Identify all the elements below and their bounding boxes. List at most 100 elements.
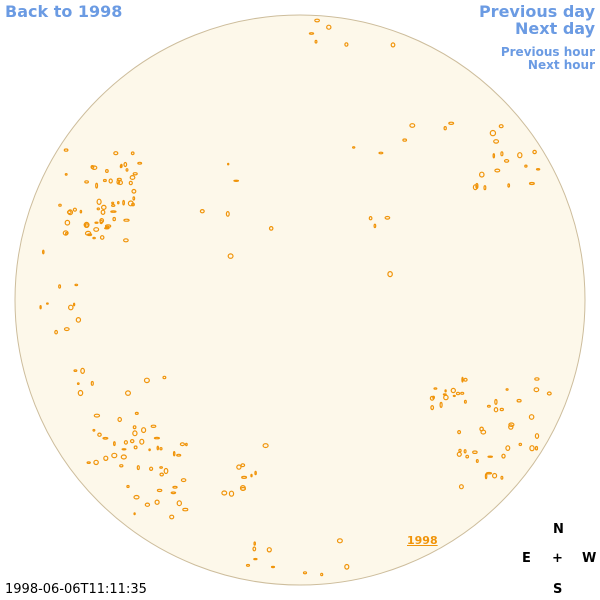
contour [463,449,467,454]
contour [478,171,485,178]
contour [132,430,138,437]
contour [100,209,106,215]
contour [150,424,157,428]
contour [320,572,324,577]
contour [149,466,154,471]
contour [110,210,117,213]
contour [130,151,135,156]
contour [126,484,130,489]
contour [439,401,443,408]
timestamp: 1998-06-06T11:11:35 [5,582,147,597]
year-link[interactable]: 1998 [407,534,438,547]
contour [493,139,500,144]
contour [409,123,416,128]
contour [240,463,246,468]
contour [443,125,447,131]
back-link[interactable]: Back to 1998 [5,2,123,21]
contour [221,490,228,496]
contour [123,218,130,222]
contour [254,470,257,476]
next-day-link[interactable]: Next day [515,19,595,38]
contour [402,138,408,142]
contour [144,502,151,507]
contour [113,151,119,156]
contour [104,169,109,174]
contour [528,414,535,420]
contour [84,230,92,236]
compass-east: E [522,551,531,566]
contour [133,494,140,500]
contour [532,149,537,155]
contour [505,445,511,452]
contour [505,388,509,391]
contour [170,491,177,495]
contour [112,216,117,222]
contour [463,377,468,382]
contour [112,441,116,447]
contour [430,405,435,411]
contour [378,151,384,155]
contour [122,199,125,206]
contour [129,439,135,444]
contour [252,546,257,552]
contour [344,42,349,47]
contour [122,238,129,243]
contour [483,185,487,191]
contour [429,395,435,401]
contour [154,499,160,505]
contour [90,165,95,170]
contour [127,200,134,207]
contour [433,387,438,390]
contour [99,235,105,240]
contour [250,473,253,478]
previous-day-link[interactable]: Previous day [478,2,595,21]
contour [226,162,230,166]
contour [77,389,84,397]
contour [270,565,276,569]
contour [136,465,140,471]
contour [125,168,129,172]
contour [494,398,498,405]
contour [456,451,462,457]
contour [103,455,109,461]
contour [84,180,89,184]
contour [384,215,391,220]
contour [41,249,45,255]
contour [546,391,552,396]
contour [225,210,230,217]
contour [507,183,511,188]
contour [93,459,99,466]
contour [239,485,246,492]
contour [139,438,145,445]
contour [111,201,115,205]
contour [444,389,447,393]
contour [184,442,188,447]
contour [518,442,523,447]
contour [472,450,478,455]
contour [86,461,91,465]
compass-north: N [553,522,564,537]
contour [455,391,461,396]
contour [169,514,175,520]
contour [508,424,514,430]
contour [528,181,535,186]
contours [39,18,552,577]
contour [159,472,165,477]
next-hour-link[interactable]: Next hour [527,58,595,72]
contour [172,485,178,489]
contour [93,413,101,418]
contour [172,451,176,457]
contour [253,557,258,561]
contour [134,411,139,415]
contour [92,236,96,240]
contour [486,404,491,408]
contour [262,443,269,449]
contour [128,180,133,186]
contour [508,422,515,428]
contour [132,425,137,430]
previous-hour-link[interactable]: Previous hour [500,45,595,59]
contour [485,471,493,475]
contour [123,440,129,445]
contour [64,172,68,176]
